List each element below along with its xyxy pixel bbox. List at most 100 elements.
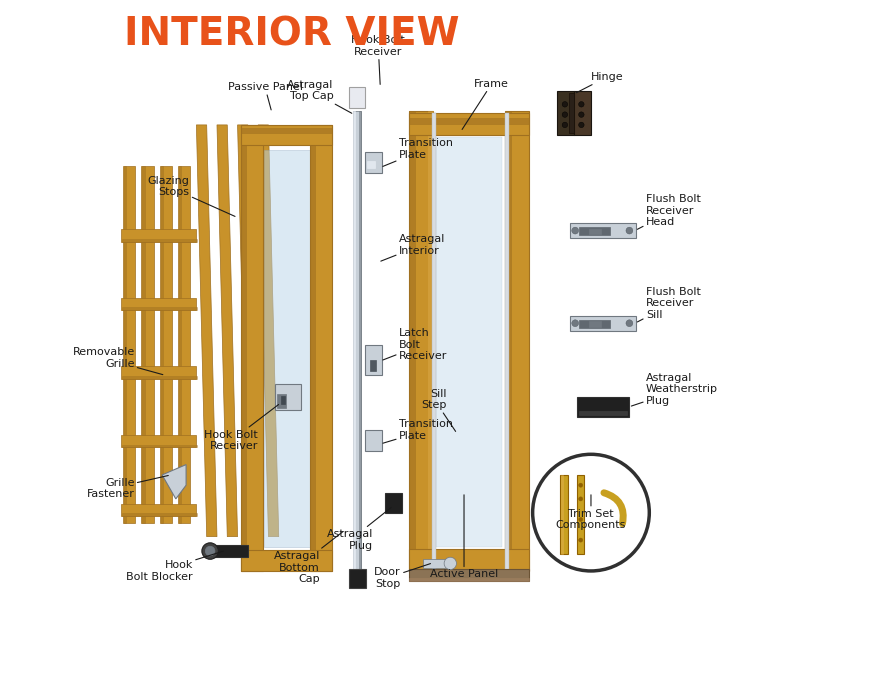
FancyBboxPatch shape	[409, 569, 529, 582]
Text: Grille
Fastener: Grille Fastener	[87, 475, 168, 500]
FancyBboxPatch shape	[409, 113, 529, 135]
FancyBboxPatch shape	[574, 90, 591, 135]
FancyBboxPatch shape	[311, 125, 315, 571]
FancyBboxPatch shape	[385, 493, 402, 513]
FancyBboxPatch shape	[123, 166, 136, 523]
FancyBboxPatch shape	[241, 125, 263, 571]
Polygon shape	[258, 125, 279, 537]
FancyBboxPatch shape	[121, 367, 196, 379]
FancyBboxPatch shape	[579, 227, 610, 236]
FancyBboxPatch shape	[121, 504, 196, 516]
Circle shape	[532, 454, 649, 571]
Polygon shape	[217, 125, 238, 537]
Text: Frame: Frame	[462, 79, 510, 130]
FancyBboxPatch shape	[349, 569, 366, 588]
FancyBboxPatch shape	[577, 475, 584, 554]
FancyBboxPatch shape	[121, 513, 197, 516]
Text: Hook
Bolt Blocker: Hook Bolt Blocker	[127, 551, 224, 582]
Polygon shape	[196, 125, 217, 537]
FancyBboxPatch shape	[428, 111, 433, 571]
Text: Door
Stop: Door Stop	[374, 564, 430, 588]
FancyBboxPatch shape	[121, 298, 196, 310]
FancyBboxPatch shape	[121, 239, 197, 242]
FancyBboxPatch shape	[409, 549, 529, 571]
Circle shape	[572, 320, 579, 327]
FancyBboxPatch shape	[121, 435, 196, 447]
FancyBboxPatch shape	[409, 111, 433, 571]
Polygon shape	[162, 464, 186, 499]
Text: Passive Panel: Passive Panel	[228, 82, 303, 110]
Circle shape	[579, 112, 584, 117]
Circle shape	[202, 543, 218, 559]
Circle shape	[626, 320, 633, 327]
FancyBboxPatch shape	[241, 125, 332, 145]
FancyBboxPatch shape	[570, 223, 635, 238]
Circle shape	[579, 497, 583, 501]
Text: Astragal
Weatherstrip
Plug: Astragal Weatherstrip Plug	[631, 373, 718, 406]
FancyBboxPatch shape	[178, 166, 190, 523]
Circle shape	[444, 557, 457, 570]
FancyBboxPatch shape	[275, 384, 301, 410]
FancyArrowPatch shape	[604, 493, 623, 524]
FancyBboxPatch shape	[364, 344, 382, 376]
Circle shape	[579, 122, 584, 127]
FancyBboxPatch shape	[121, 444, 197, 447]
FancyBboxPatch shape	[179, 166, 181, 523]
FancyBboxPatch shape	[124, 166, 127, 523]
Text: Astragal
Top Cap: Astragal Top Cap	[287, 80, 352, 113]
FancyBboxPatch shape	[579, 320, 610, 328]
Text: Hinge: Hinge	[576, 72, 624, 93]
FancyBboxPatch shape	[505, 111, 529, 571]
Circle shape	[205, 546, 215, 556]
FancyBboxPatch shape	[423, 559, 451, 568]
FancyBboxPatch shape	[367, 161, 375, 168]
FancyBboxPatch shape	[143, 166, 145, 523]
Text: Transition
Plate: Transition Plate	[383, 138, 453, 167]
Polygon shape	[238, 125, 258, 537]
Circle shape	[579, 101, 584, 107]
Text: Flush Bolt
Receiver
Sill: Flush Bolt Receiver Sill	[637, 287, 700, 322]
FancyBboxPatch shape	[561, 475, 563, 554]
Circle shape	[562, 101, 568, 107]
Polygon shape	[364, 152, 382, 173]
FancyBboxPatch shape	[281, 396, 285, 404]
FancyBboxPatch shape	[504, 113, 509, 570]
Circle shape	[579, 538, 583, 542]
FancyBboxPatch shape	[353, 111, 355, 571]
FancyBboxPatch shape	[310, 125, 332, 571]
Text: Hook Bolt
Receiver: Hook Bolt Receiver	[204, 404, 279, 451]
FancyBboxPatch shape	[359, 111, 361, 571]
Circle shape	[579, 483, 583, 487]
FancyBboxPatch shape	[210, 545, 248, 557]
FancyBboxPatch shape	[579, 411, 627, 415]
Text: Sill
Step: Sill Step	[422, 389, 456, 431]
FancyBboxPatch shape	[264, 150, 330, 547]
FancyBboxPatch shape	[121, 307, 197, 310]
FancyBboxPatch shape	[121, 376, 197, 379]
Text: Astragal
Plug: Astragal Plug	[327, 508, 392, 551]
Circle shape	[572, 227, 579, 234]
Circle shape	[626, 227, 633, 234]
FancyBboxPatch shape	[569, 93, 574, 133]
FancyBboxPatch shape	[121, 229, 196, 242]
Circle shape	[579, 517, 583, 522]
FancyBboxPatch shape	[409, 118, 529, 123]
FancyBboxPatch shape	[570, 316, 635, 331]
Text: Hook Bolt
Receiver: Hook Bolt Receiver	[351, 35, 405, 84]
Circle shape	[562, 122, 568, 127]
FancyBboxPatch shape	[589, 229, 601, 234]
FancyBboxPatch shape	[277, 394, 286, 408]
Polygon shape	[349, 88, 364, 107]
FancyBboxPatch shape	[409, 111, 414, 571]
FancyBboxPatch shape	[577, 398, 628, 417]
Polygon shape	[364, 430, 382, 451]
Text: Astragal
Interior: Astragal Interior	[381, 234, 445, 261]
Text: Latch
Bolt
Receiver: Latch Bolt Receiver	[383, 328, 447, 361]
FancyBboxPatch shape	[241, 551, 332, 571]
FancyBboxPatch shape	[353, 111, 361, 571]
FancyBboxPatch shape	[160, 166, 172, 523]
FancyBboxPatch shape	[432, 113, 436, 570]
FancyBboxPatch shape	[370, 360, 376, 371]
FancyBboxPatch shape	[506, 111, 511, 571]
FancyBboxPatch shape	[142, 166, 154, 523]
